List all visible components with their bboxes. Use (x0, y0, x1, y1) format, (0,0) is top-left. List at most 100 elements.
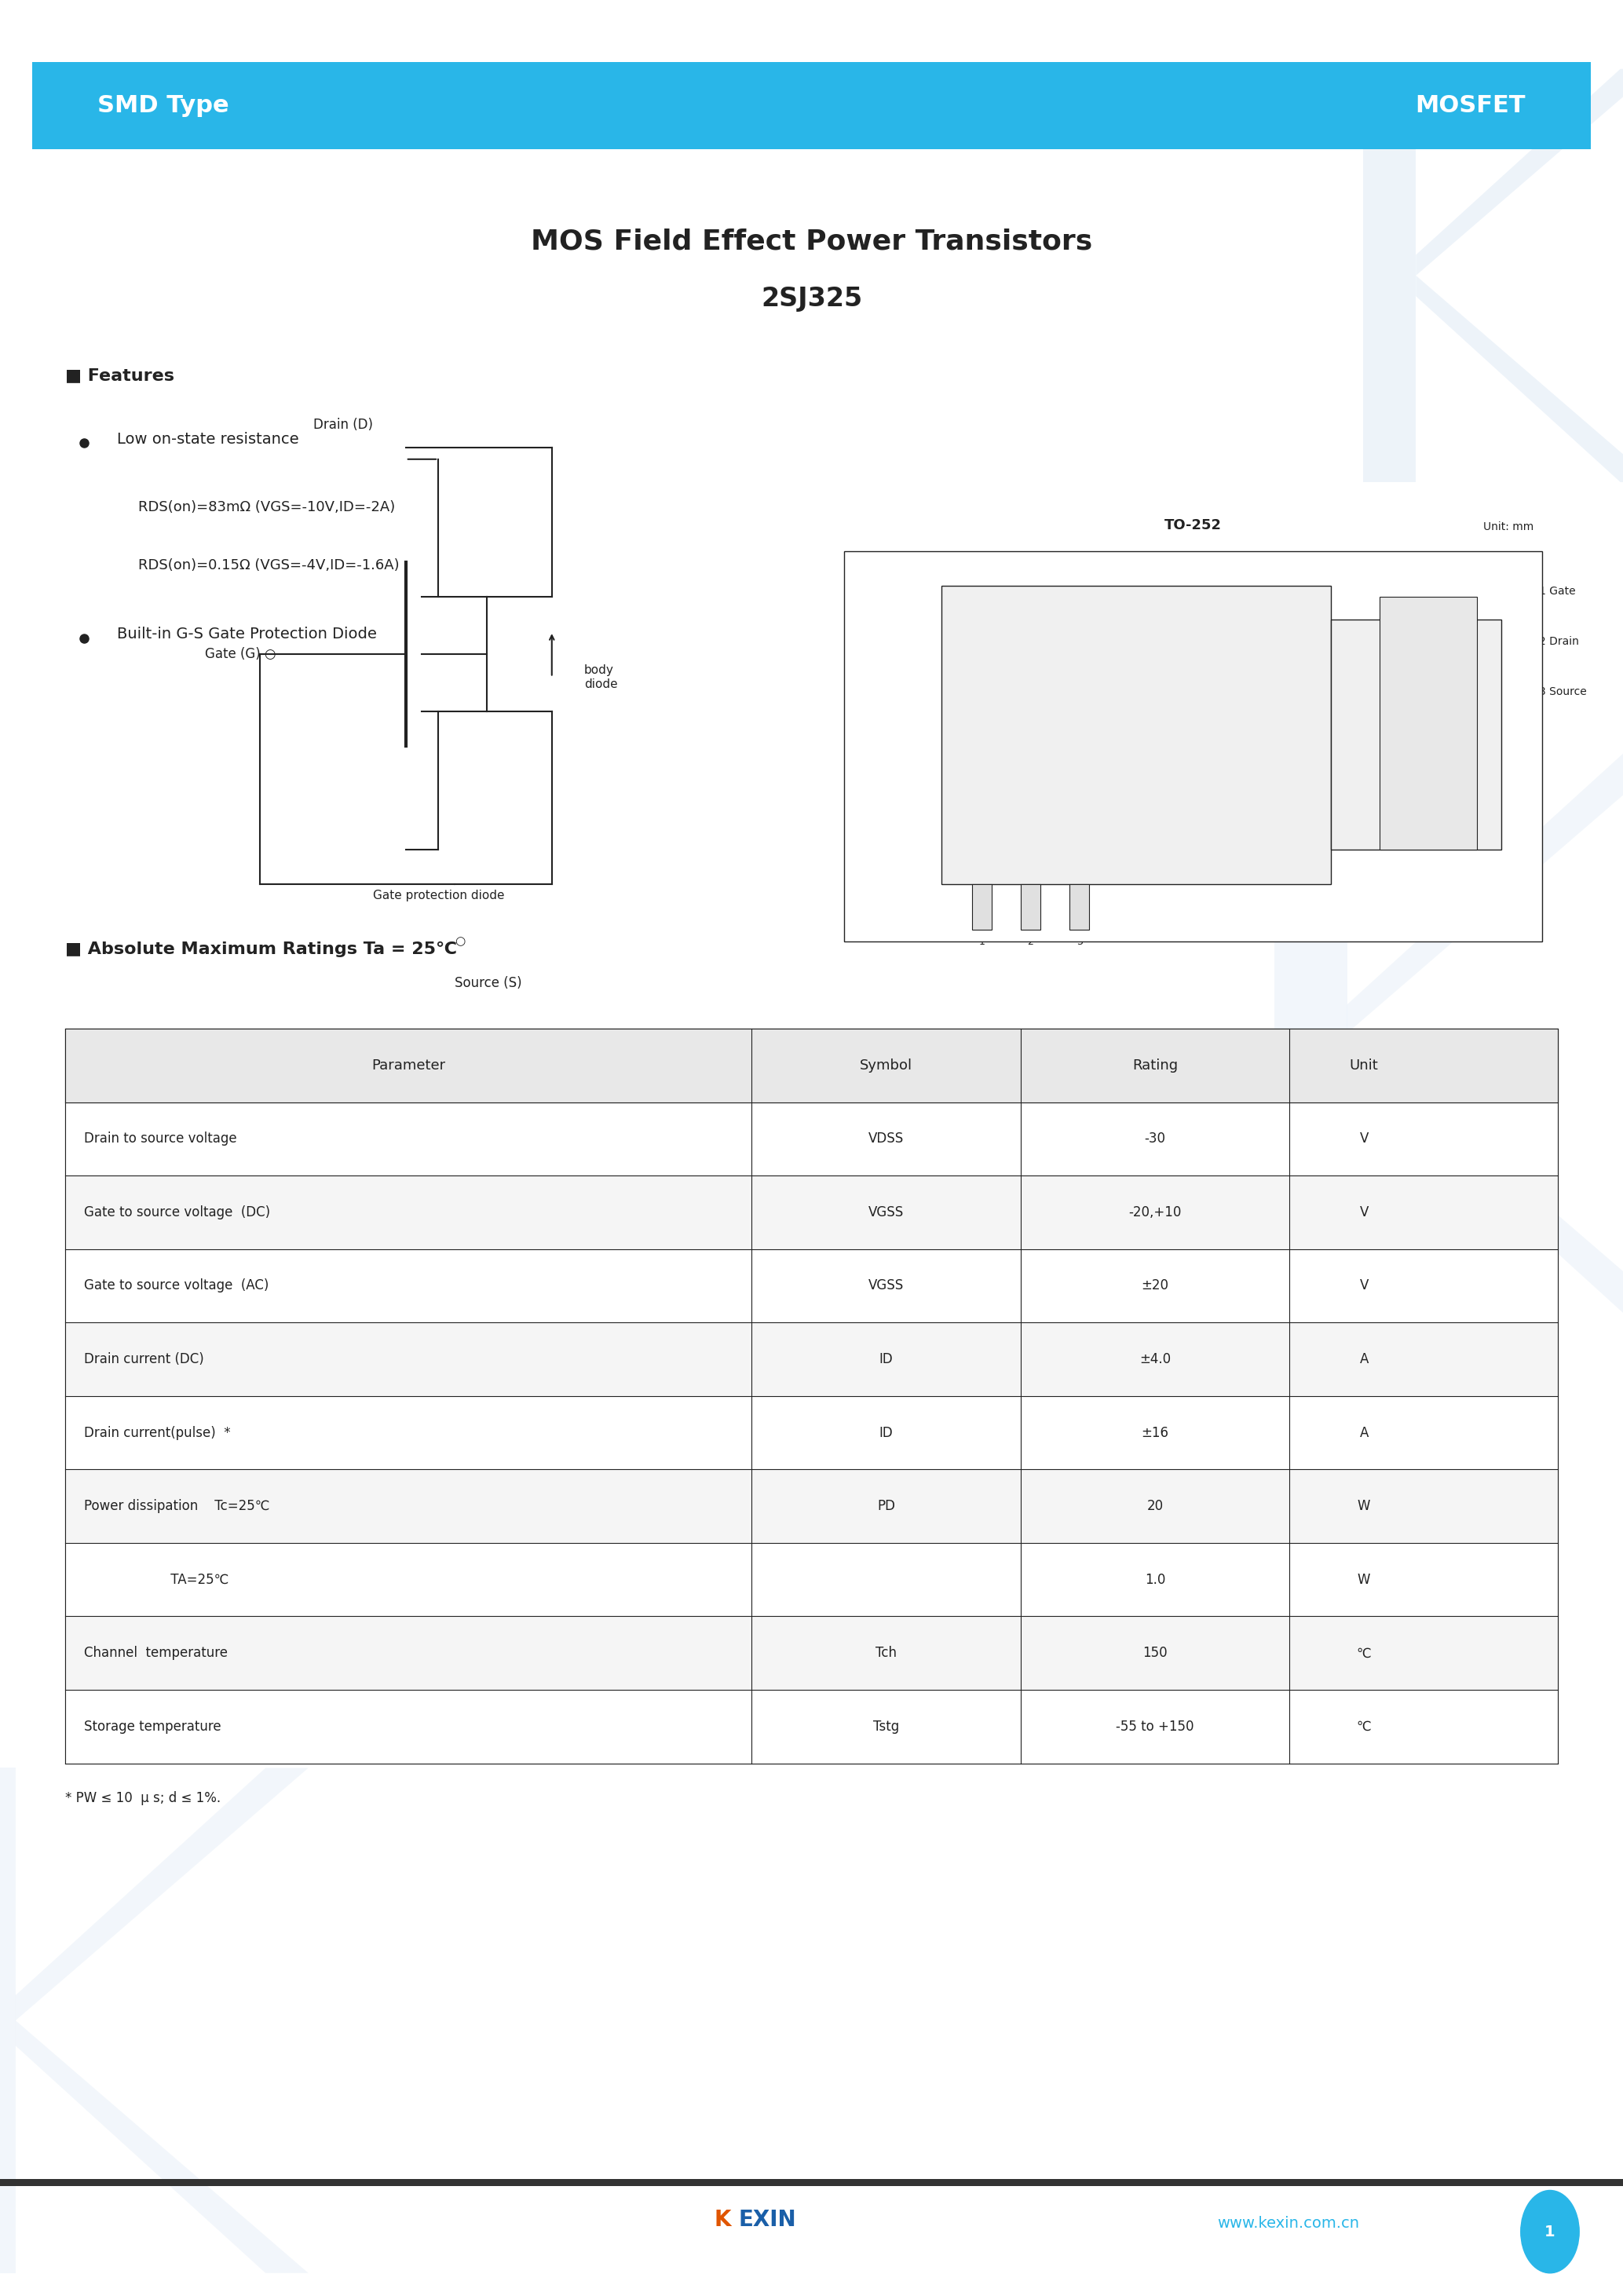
FancyBboxPatch shape (941, 585, 1331, 884)
Circle shape (1521, 2190, 1579, 2273)
Text: A: A (1360, 1426, 1368, 1440)
Text: 5.55②: 5.55② (1396, 604, 1422, 613)
Text: Tstg: Tstg (873, 1720, 899, 1733)
FancyBboxPatch shape (65, 1029, 1558, 1102)
Text: 2.3: 2.3 (1022, 882, 1035, 891)
FancyBboxPatch shape (32, 62, 1591, 149)
Text: Drain current(pulse)  *: Drain current(pulse) * (84, 1426, 230, 1440)
Text: V: V (1360, 1132, 1368, 1146)
Text: VGSS: VGSS (868, 1279, 904, 1293)
Text: Parameter: Parameter (372, 1058, 445, 1072)
Text: VGSS: VGSS (868, 1205, 904, 1219)
Polygon shape (1415, 276, 1623, 482)
FancyBboxPatch shape (972, 884, 992, 930)
Text: TO-252: TO-252 (1164, 519, 1222, 533)
Text: W: W (1357, 1499, 1370, 1513)
Text: ℃: ℃ (1357, 1720, 1371, 1733)
Text: Gate to source voltage  (AC): Gate to source voltage (AC) (84, 1279, 269, 1293)
Text: Storage temperature: Storage temperature (84, 1720, 221, 1733)
Text: Drain (D): Drain (D) (313, 418, 373, 432)
FancyBboxPatch shape (65, 1176, 1558, 1249)
FancyBboxPatch shape (1380, 597, 1477, 850)
FancyBboxPatch shape (65, 1249, 1558, 1322)
FancyBboxPatch shape (0, 2179, 1623, 2186)
Text: Unit: Unit (1350, 1058, 1378, 1072)
FancyBboxPatch shape (1021, 884, 1040, 930)
Text: ±4.0: ±4.0 (1139, 1352, 1170, 1366)
FancyBboxPatch shape (65, 1029, 1558, 1102)
Text: A: A (1360, 1352, 1368, 1366)
FancyBboxPatch shape (65, 1396, 1558, 1469)
Polygon shape (1347, 1033, 1623, 1320)
Text: 20: 20 (1146, 1499, 1164, 1513)
Text: MOSFET: MOSFET (1415, 94, 1526, 117)
Text: 2SJ325: 2SJ325 (761, 285, 862, 312)
Text: V: V (1360, 1279, 1368, 1293)
Text: MOS Field Effect Power Transistors: MOS Field Effect Power Transistors (531, 227, 1092, 255)
Text: 2 Drain: 2 Drain (1539, 636, 1579, 647)
Text: Gate to source voltage  (DC): Gate to source voltage (DC) (84, 1205, 271, 1219)
FancyBboxPatch shape (65, 1690, 1558, 1763)
Text: 1 Gate: 1 Gate (1539, 585, 1576, 597)
Text: RDS(on)=0.15Ω (VGS=-4V,ID=-1.6A): RDS(on)=0.15Ω (VGS=-4V,ID=-1.6A) (138, 558, 399, 572)
Text: www.kexin.com.cn: www.kexin.com.cn (1217, 2216, 1360, 2229)
Text: body
diode: body diode (584, 664, 618, 691)
Text: Channel  temperature: Channel temperature (84, 1646, 229, 1660)
Text: 2: 2 (1027, 937, 1034, 946)
Text: K: K (714, 2209, 730, 2232)
Text: ±16: ±16 (1141, 1426, 1169, 1440)
Text: 1: 1 (1545, 2225, 1555, 2239)
Text: ○: ○ (454, 934, 464, 948)
Text: VDSS: VDSS (868, 1132, 904, 1146)
Text: ID: ID (880, 1352, 893, 1366)
Text: Gate (G) ○: Gate (G) ○ (204, 647, 276, 661)
Text: Power dissipation    Tc=25℃: Power dissipation Tc=25℃ (84, 1499, 269, 1513)
Text: 1: 1 (979, 937, 985, 946)
Text: -55 to +150: -55 to +150 (1117, 1720, 1195, 1733)
FancyBboxPatch shape (65, 1322, 1558, 1396)
FancyBboxPatch shape (65, 1102, 1558, 1176)
Text: W: W (1357, 1573, 1370, 1587)
Text: 2.30②: 2.30② (1347, 569, 1373, 579)
Text: Gate protection diode: Gate protection diode (373, 889, 505, 902)
Text: Tch: Tch (875, 1646, 898, 1660)
FancyBboxPatch shape (1070, 884, 1089, 930)
Text: -20,+10: -20,+10 (1128, 1205, 1182, 1219)
Text: 4.60②: 4.60② (1055, 898, 1081, 907)
Text: * PW ≤ 10  μ s; d ≤ 1%.: * PW ≤ 10 μ s; d ≤ 1%. (65, 1791, 221, 1805)
Text: 150: 150 (1143, 1646, 1167, 1660)
Text: -30: -30 (1144, 1132, 1165, 1146)
Polygon shape (16, 1768, 308, 2020)
Text: Built-in G-S Gate Protection Diode: Built-in G-S Gate Protection Diode (117, 627, 377, 641)
Text: 3: 3 (1076, 937, 1083, 946)
Text: 1.0: 1.0 (1144, 1573, 1165, 1587)
Text: ±20: ±20 (1141, 1279, 1169, 1293)
FancyBboxPatch shape (65, 1029, 1558, 1763)
Text: RDS(on)=83mΩ (VGS=-10V,ID=-2A): RDS(on)=83mΩ (VGS=-10V,ID=-2A) (138, 501, 394, 514)
Text: 0.60②: 0.60② (1087, 886, 1113, 895)
Text: Drain to source voltage: Drain to source voltage (84, 1132, 237, 1146)
Text: Drain current (DC): Drain current (DC) (84, 1352, 204, 1366)
Text: EXIN: EXIN (738, 2209, 797, 2232)
Text: 0.50②: 0.50② (1347, 592, 1373, 602)
Text: ■ Features: ■ Features (65, 367, 174, 383)
Polygon shape (1415, 69, 1623, 276)
Text: 1.65②: 1.65② (1396, 810, 1422, 820)
FancyBboxPatch shape (0, 1768, 16, 2273)
FancyBboxPatch shape (844, 551, 1542, 941)
Text: Low on-state resistance: Low on-state resistance (117, 432, 299, 445)
Text: 5.30②: 5.30② (1006, 579, 1032, 588)
Polygon shape (1347, 746, 1623, 1033)
FancyBboxPatch shape (65, 1616, 1558, 1690)
Text: 6.50②: 6.50② (974, 563, 1000, 572)
Text: 0.80②: 0.80② (1396, 833, 1422, 843)
FancyBboxPatch shape (65, 1543, 1558, 1616)
Polygon shape (16, 2020, 308, 2273)
Text: 3 Source: 3 Source (1539, 687, 1586, 698)
Text: ℃: ℃ (1357, 1646, 1371, 1660)
FancyBboxPatch shape (1331, 620, 1501, 850)
FancyBboxPatch shape (1363, 69, 1415, 482)
Text: V: V (1360, 1205, 1368, 1219)
FancyBboxPatch shape (65, 1469, 1558, 1543)
Text: Symbol: Symbol (860, 1058, 912, 1072)
